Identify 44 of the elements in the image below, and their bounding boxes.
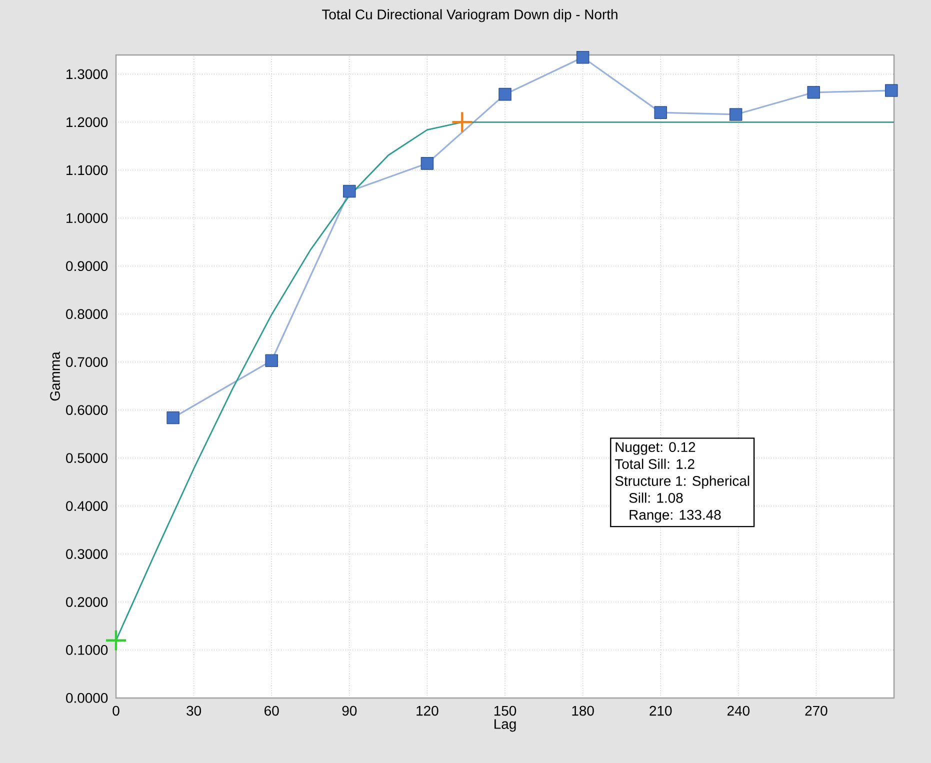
x-tick-label: 210 <box>650 706 672 716</box>
x-tick-label: 90 <box>342 706 357 716</box>
y-tick-label: 1.2000 <box>66 117 108 128</box>
y-tick-label: 0.8000 <box>66 309 108 320</box>
y-tick-label: 0.4000 <box>66 501 108 511</box>
point <box>885 84 898 97</box>
x-tick-label: 60 <box>264 706 279 716</box>
x-tick-label: 150 <box>494 706 516 716</box>
annotation: Sill: 1.08 <box>629 492 683 503</box>
y-tick-label: 1.3000 <box>66 69 108 80</box>
point <box>654 106 668 119</box>
y-tick-label: 0.7000 <box>66 357 108 368</box>
y-tick-label: 0.1000 <box>66 645 108 655</box>
point <box>576 50 590 64</box>
annotation: Range: 133.48 <box>630 510 721 523</box>
x-tick-label: 240 <box>727 706 750 716</box>
point <box>807 86 820 99</box>
annotation: Structure 1: Spherical <box>615 476 750 489</box>
x-tick-label: 0 <box>112 706 120 716</box>
y-tick-label: 0.5000 <box>66 453 108 463</box>
y-tick-label: 0.9000 <box>66 261 108 272</box>
chart-title: Total Cu Directional Variogram Down dip - North <box>322 9 618 22</box>
point <box>166 411 180 424</box>
x-axis-title: Lag <box>494 719 516 732</box>
x-tick-label: 180 <box>572 706 594 716</box>
point <box>451 111 474 134</box>
x-tick-label: 270 <box>805 706 828 716</box>
x-tick-label: 120 <box>416 706 438 716</box>
point <box>265 354 278 368</box>
y-tick-label: 0.2000 <box>66 597 108 607</box>
annotation: Nugget: 0.12 <box>616 442 696 455</box>
point <box>343 184 356 198</box>
y-tick-label: 1.0000 <box>66 213 108 224</box>
x-tick-label: 30 <box>186 706 202 716</box>
y-tick-label: 0.3000 <box>66 549 108 559</box>
y-tick-label: 1.1000 <box>66 165 108 176</box>
y-axis-title: Gamma <box>50 352 60 401</box>
line-series <box>116 121 894 642</box>
annotation: Total Sill: 1.2 <box>614 458 694 469</box>
point <box>729 108 742 121</box>
point <box>420 157 434 170</box>
point <box>498 88 512 101</box>
y-tick-label: 0.6000 <box>66 405 108 416</box>
y-tick-label: 0.0000 <box>66 693 108 703</box>
